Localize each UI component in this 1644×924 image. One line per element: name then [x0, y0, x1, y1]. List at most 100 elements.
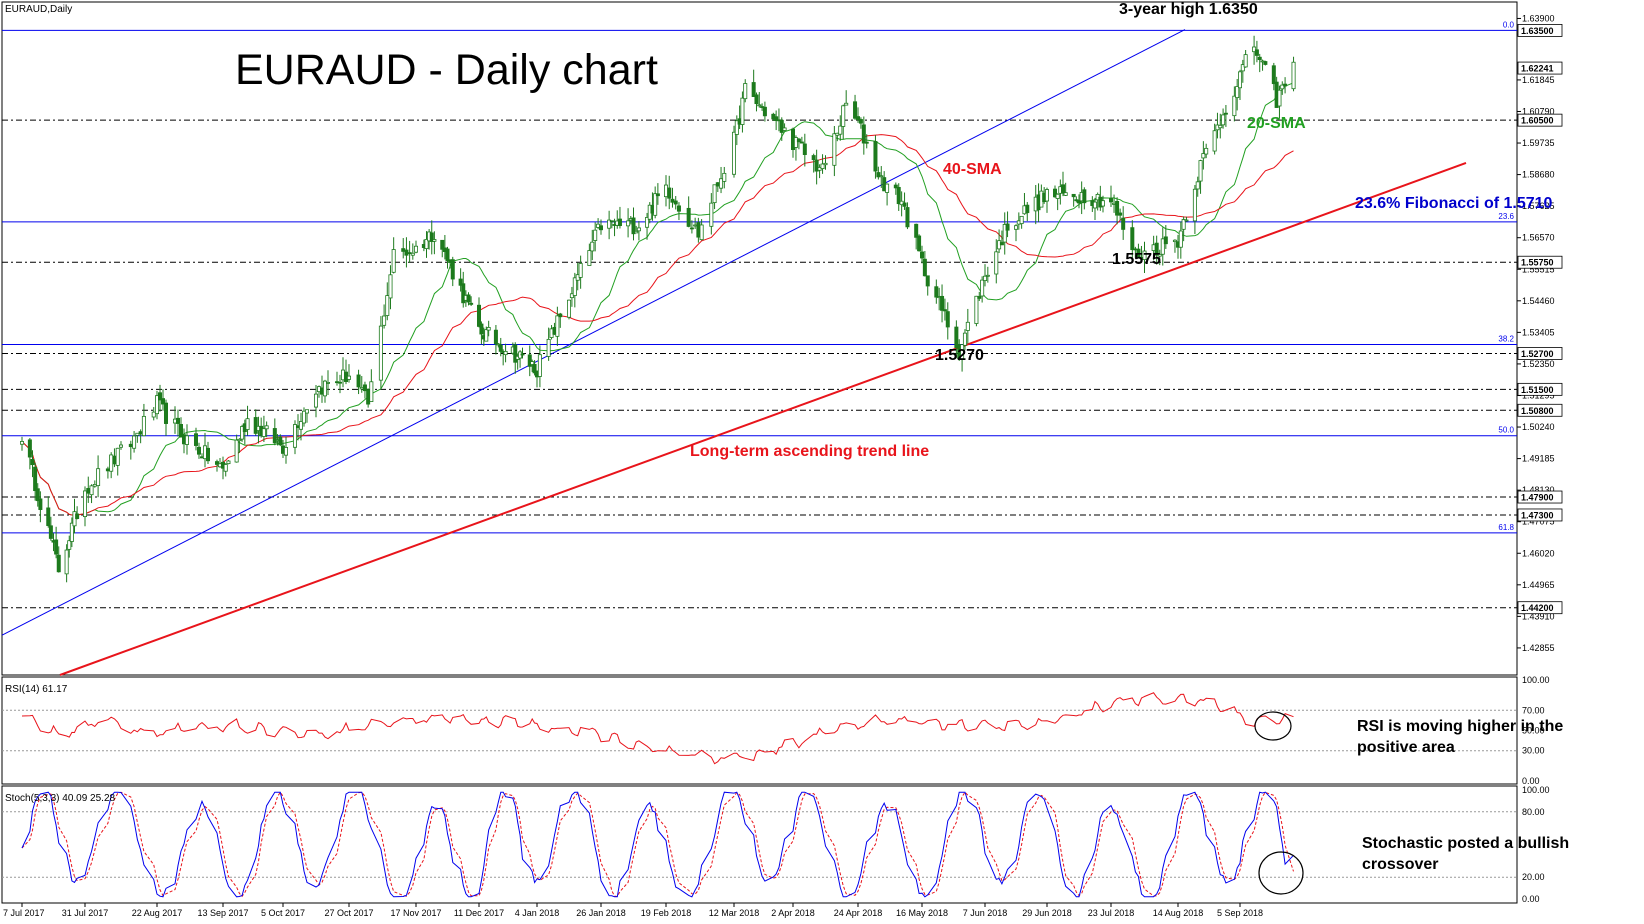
candle-body [1198, 160, 1203, 182]
candle-body [636, 227, 641, 232]
trend-line-label: Long-term ascending trend line [690, 443, 929, 460]
price-label: 1.55750 [1521, 258, 1554, 268]
candle-body [942, 309, 947, 312]
price-label-box [1517, 61, 1563, 75]
candle-body [19, 441, 24, 445]
candle-body [498, 344, 503, 352]
candle-body [369, 381, 374, 403]
x-tick-label: 31 Jul 2017 [62, 908, 109, 918]
stoch-y-tick-label: 0.00 [1522, 894, 1540, 904]
candle-body [1109, 197, 1114, 203]
candle-body [864, 141, 869, 144]
candle-body [940, 295, 945, 311]
candle-body [980, 279, 985, 297]
y-tick-label: 1.58680 [1522, 170, 1555, 180]
candle-body [1280, 84, 1285, 90]
candle-body [655, 193, 660, 197]
candle-body [424, 239, 429, 250]
sma-40-line [21, 134, 1294, 516]
candle-body [388, 274, 393, 299]
candle-body [686, 207, 691, 227]
candle-body [699, 224, 704, 241]
candle-body [607, 219, 612, 229]
x-tick-label: 5 Oct 2017 [261, 908, 305, 918]
candle-body [1157, 253, 1162, 257]
y-tick-label: 1.57625 [1522, 201, 1555, 211]
candle-body [896, 186, 901, 205]
candle-body [590, 241, 595, 252]
candle-body [965, 321, 970, 331]
candle-body [664, 184, 669, 198]
candle-body [1082, 189, 1087, 204]
rsi-note-line2: positive area [1357, 739, 1455, 756]
x-tick-label: 27 Oct 2017 [324, 908, 373, 918]
candle-body [832, 133, 837, 166]
candle-body [1071, 193, 1076, 198]
candle-body [693, 224, 698, 227]
stoch-panel: 100.00 80.00 20.00 0.00 [2, 785, 1550, 904]
candle-body [33, 466, 38, 492]
candle-body [214, 461, 219, 465]
candle-body [841, 105, 846, 127]
candlesticks [19, 35, 1296, 583]
candle-body [799, 141, 804, 144]
candle-body [999, 242, 1004, 246]
candle-body [486, 327, 491, 331]
candle-body [193, 433, 198, 446]
candle-body [337, 381, 342, 384]
candle-body [751, 82, 756, 97]
candle-body [69, 522, 74, 542]
candle-body [440, 239, 445, 250]
price-label: 1.51500 [1521, 385, 1554, 395]
x-tick-label: 7 Jun 2018 [963, 908, 1008, 918]
candle-body [413, 245, 418, 253]
candle-body [27, 439, 32, 458]
rsi-highlight-circle [1254, 711, 1292, 741]
candle-body [1053, 188, 1058, 198]
candle-body [83, 490, 88, 518]
candle-body [112, 455, 117, 465]
candle-body [983, 275, 988, 281]
candle-body [774, 116, 779, 122]
candle-body [920, 251, 925, 259]
candle-body [138, 431, 143, 435]
candle-body [719, 178, 724, 189]
y-tick-label: 1.47075 [1522, 517, 1555, 527]
candle-body [272, 428, 277, 444]
candle-body [838, 125, 843, 135]
candle-body [1283, 83, 1288, 87]
candle-body [1204, 147, 1209, 155]
candle-body [558, 313, 563, 318]
candle-body [346, 375, 351, 380]
candle-body [163, 402, 168, 424]
main-panel-frame [1, 1, 1518, 676]
candle-body [793, 137, 798, 148]
price-label: 1.62241 [1521, 64, 1554, 74]
candle-body [1232, 95, 1237, 117]
candle-body [38, 498, 43, 510]
candle-body [709, 202, 714, 227]
price-label-box [1517, 403, 1563, 417]
candle-body [917, 235, 922, 252]
three-year-high-label: 3-year high 1.6350 [1119, 1, 1258, 18]
candle-body [1115, 200, 1120, 216]
stoch-y-tick-label: 100.00 [1522, 785, 1550, 795]
candle-body [734, 120, 739, 135]
candle-body [823, 162, 828, 166]
candle-body [264, 425, 269, 430]
candle-body [154, 395, 159, 415]
date-axis: 7 Jul 2017 31 Jul 2017 22 Aug 2017 13 Sep 2… [3, 903, 1263, 918]
candle-body [450, 259, 455, 280]
y-tick-label: 1.44965 [1522, 580, 1555, 590]
candle-body [1212, 130, 1217, 152]
candle-body [814, 159, 819, 172]
candle-body [245, 418, 250, 430]
candle-body [712, 184, 717, 204]
fibonacci-level-label: 0.0 [1503, 20, 1515, 29]
candle-body [626, 220, 631, 227]
candle-body [722, 172, 727, 182]
candle-body [905, 207, 910, 228]
candle-body [985, 274, 990, 277]
